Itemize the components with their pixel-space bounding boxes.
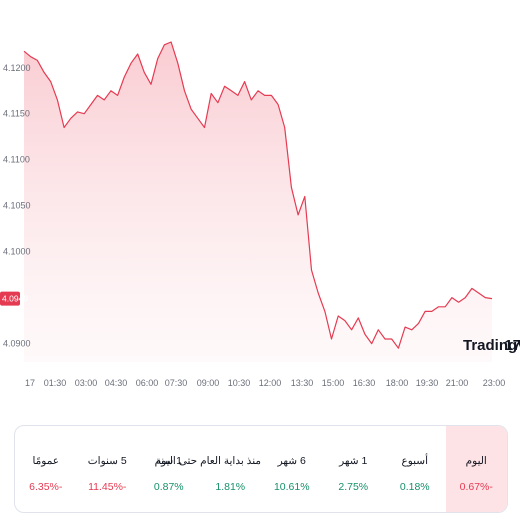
perf-period-label: 6 شهر [277,455,306,467]
perf-period-6[interactable]: 5 سنوات 11.45%- [77,426,139,512]
perf-period-label: منذ بداية العام حتى اليوم [154,455,261,467]
perf-period-label: 5 سنوات [87,455,127,467]
perf-period-7[interactable]: عمومًا 6.35%- [15,426,77,512]
last-value-badge [0,291,20,306]
perf-period-value: 11.45%- [88,481,127,493]
y-tick-label: 4.0900 [3,339,31,349]
x-tick-label: 17 [25,378,35,388]
x-tick-label: 13:30 [291,378,314,388]
perf-period-label: 1 شهر [339,455,368,467]
y-tick-label: 4.1000 [3,247,31,257]
perf-period-value: 1.81% [215,481,246,493]
perf-period-label: عمومًا [32,455,60,467]
x-tick-label: 16:30 [353,378,376,388]
perf-period-5[interactable]: 1 سنة 0.87% [138,426,200,512]
perf-period-value: 0.67%- [459,481,493,493]
x-tick-label: 07:30 [165,378,188,388]
x-tick-label: 23:00 [483,378,506,388]
perf-period-value: 10.61% [273,481,310,493]
x-tick-label: 09:00 [197,378,220,388]
perf-period-value: 6.35%- [29,481,63,493]
y-tick-label: 4.1100 [3,155,30,165]
perf-period-2[interactable]: 1 شهر 2.75% [323,426,385,512]
perf-period-0[interactable]: اليوم 0.67%- [445,426,507,512]
perf-period-label: أسبوع [401,455,429,467]
price-chart: 4.1200 4.1150 4.1100 4.1050 4.1000 4.0900 17 0… [0,41,520,388]
price-line [23,41,493,349]
x-tick-label: 12:00 [259,378,282,388]
y-tick-label: 4.1200 [3,63,31,73]
price-area-fill [24,42,492,362]
x-tick-label: 03:00 [75,378,98,388]
x-tick-label: 10:30 [228,378,251,388]
perf-period-1[interactable]: أسبوع 0.18% [384,426,446,512]
y-tick-label: 4.1050 [3,201,31,211]
x-tick-label: 19:30 [416,378,439,388]
perf-period-value: 0.18% [399,481,430,493]
perf-period-label: 1 سنة [155,455,182,467]
perf-period-4[interactable]: منذ بداية العام حتى اليوم 1.81% [154,426,261,512]
tradingview-watermark: TradingView 17 [463,337,520,354]
perf-period-value: 0.87% [153,481,184,493]
x-tick-label: 04:30 [105,378,128,388]
x-tick-label: 18:00 [386,378,409,388]
perf-period-value: 2.75% [338,481,369,493]
x-tick-label: 21:00 [446,378,469,388]
x-tick-label: 15:00 [322,378,345,388]
perf-period-label: اليوم [465,455,487,467]
performance-strip: اليوم 0.67%- أسبوع 0.18% 1 شهر 2.75% 6 شهر 10.6… [14,425,508,513]
watermark-text: TradingView [463,337,520,354]
x-tick-label: 01:30 [44,378,67,388]
perf-period-3[interactable]: 6 شهر 10.61% [261,426,323,512]
y-tick-label: 4.1150 [3,109,30,119]
x-tick-label: 06:00 [136,378,159,388]
last-value-label: 4.0949 [2,294,28,304]
watermark-logo-icon: 17 [504,337,520,354]
